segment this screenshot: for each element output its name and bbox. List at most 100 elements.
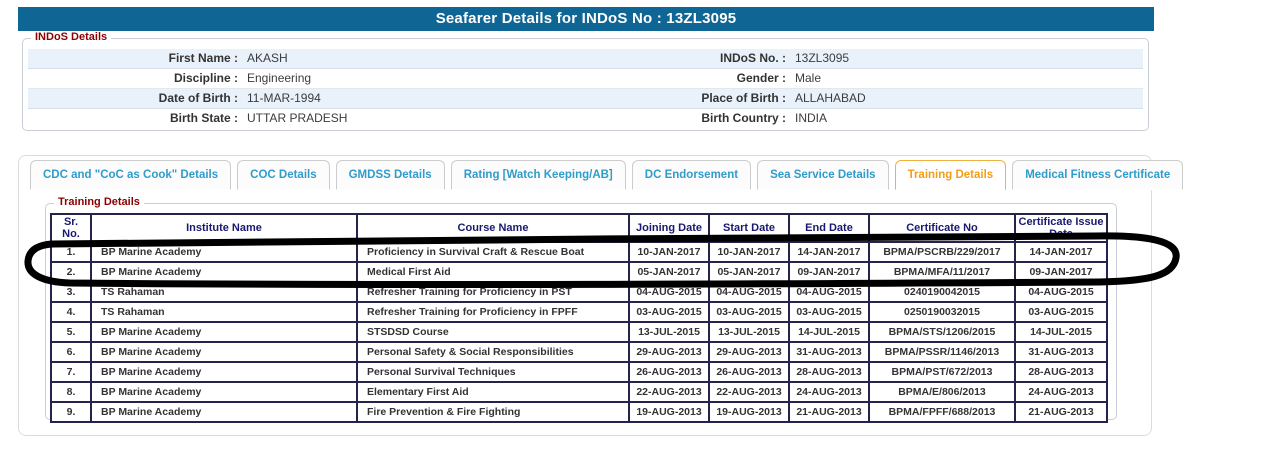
training-cell: 24-AUG-2013	[1014, 381, 1108, 403]
training-cell: Personal Survival Techniques	[356, 361, 630, 383]
training-cell: 09-JAN-2017	[1014, 261, 1108, 283]
training-cell: 7.	[50, 361, 92, 383]
training-cell: 29-AUG-2013	[628, 341, 710, 363]
training-cell: 05-JAN-2017	[708, 261, 790, 283]
training-row: 5. BP Marine Academy STSDSD Course 13-JUL-2…	[50, 321, 1108, 343]
training-cell: 28-AUG-2013	[788, 361, 870, 383]
training-cell: 04-AUG-2015	[708, 281, 790, 303]
training-cell: 8.	[50, 381, 92, 403]
col-certificate-issue-date: Certificate Issue Date	[1014, 213, 1108, 243]
page-title: Seafarer Details for INDoS No : 13ZL3095	[18, 7, 1154, 31]
training-cell: Medical First Aid	[356, 261, 630, 283]
training-cell: 28-AUG-2013	[1014, 361, 1108, 383]
training-cell: 9.	[50, 401, 92, 423]
training-cell: 10-JAN-2017	[628, 241, 710, 263]
training-cell: 26-AUG-2013	[628, 361, 710, 383]
birth-country-label: Birth Country :	[701, 111, 786, 125]
training-cell: 22-AUG-2013	[708, 381, 790, 403]
indos-row: Birth State : UTTAR PRADESH Birth Countr…	[28, 109, 1143, 129]
training-cell: 26-AUG-2013	[708, 361, 790, 383]
tab-medical-fitness-certificate[interactable]: Medical Fitness Certificate	[1012, 160, 1184, 190]
training-cell: 03-AUG-2015	[1014, 301, 1108, 323]
tab-cdc-coc-as-cook[interactable]: CDC and "CoC as Cook" Details	[30, 160, 232, 190]
training-cell: 1.	[50, 241, 92, 263]
training-cell: BP Marine Academy	[90, 241, 358, 263]
training-cell: 19-AUG-2013	[708, 401, 790, 423]
training-cell: 14-JUL-2015	[1014, 321, 1108, 343]
training-cell: Refresher Training for Proficiency in PS…	[356, 281, 630, 303]
training-cell: 03-AUG-2015	[628, 301, 710, 323]
first-name-value: AKASH	[247, 51, 288, 65]
training-cell: BP Marine Academy	[90, 361, 358, 383]
tab-rating-watch-keeping-ab[interactable]: Rating [Watch Keeping/AB]	[450, 160, 626, 190]
gender-value: Male	[795, 71, 822, 85]
indos-row: Discipline : Engineering Gender : Male	[28, 69, 1143, 89]
training-row: 3. TS Rahaman Refresher Training for Profi…	[50, 281, 1108, 303]
col-sr-no: Sr. No.	[50, 213, 92, 243]
training-row: 1. BP Marine Academy Proficiency in Surviv…	[50, 241, 1108, 263]
training-cell: BPMA/PSCRB/229/2017	[868, 241, 1016, 263]
tab-coc-details[interactable]: COC Details	[237, 160, 330, 190]
tab-sea-service-details[interactable]: Sea Service Details	[757, 160, 889, 190]
training-cell: 0250190032015	[868, 301, 1016, 323]
training-cell: BP Marine Academy	[90, 401, 358, 423]
date-of-birth-label: Date of Birth :	[158, 91, 238, 105]
training-header-row: Sr. No. Institute Name Course Name Joini…	[50, 213, 1108, 243]
indos-details-rows: First Name : AKASH INDoS No. : 13ZL3095 …	[28, 49, 1143, 129]
training-cell: BPMA/STS/1206/2015	[868, 321, 1016, 343]
training-cell: BP Marine Academy	[90, 321, 358, 343]
training-cell: Elementary First Aid	[356, 381, 630, 403]
training-cell: 22-AUG-2013	[628, 381, 710, 403]
training-cell: 5.	[50, 321, 92, 343]
birth-country-value: INDIA	[795, 111, 828, 125]
training-cell: BPMA/FPFF/688/2013	[868, 401, 1016, 423]
training-cell: 03-AUG-2015	[788, 301, 870, 323]
tab-dc-endorsement[interactable]: DC Endorsement	[631, 160, 752, 190]
birth-state-label: Birth State :	[169, 111, 238, 125]
training-details-legend: Training Details	[54, 196, 144, 208]
indos-details-legend: INDoS Details	[31, 31, 112, 43]
tab-gmdss-details[interactable]: GMDSS Details	[335, 160, 445, 190]
training-cell: 2.	[50, 261, 92, 283]
training-cell: BPMA/PSSR/1146/2013	[868, 341, 1016, 363]
training-row: 8. BP Marine Academy Elementary First Aid 2…	[50, 381, 1108, 403]
training-cell: Personal Safety & Social Responsibilitie…	[356, 341, 630, 363]
training-cell: 04-AUG-2015	[1014, 281, 1108, 303]
training-cell: 13-JUL-2015	[708, 321, 790, 343]
training-cell: 14-JUL-2015	[788, 321, 870, 343]
indos-details-section: INDoS Details First Name : AKASH INDoS N…	[22, 31, 1149, 131]
training-cell: BP Marine Academy	[90, 341, 358, 363]
date-of-birth-value: 11-MAR-1994	[247, 91, 321, 105]
tab-strip: CDC and "CoC as Cook" Details COC Detail…	[30, 160, 1184, 190]
training-cell: BPMA/MFA/11/2017	[868, 261, 1016, 283]
training-cell: 21-AUG-2013	[1014, 401, 1108, 423]
training-cell: 0240190042015	[868, 281, 1016, 303]
tab-training-details[interactable]: Training Details	[894, 160, 1007, 190]
indos-row: Date of Birth : 11-MAR-1994 Place of Bir…	[28, 89, 1143, 109]
indos-row: First Name : AKASH INDoS No. : 13ZL3095	[28, 49, 1143, 69]
indos-no-value: 13ZL3095	[795, 51, 850, 65]
training-cell: TS Rahaman	[90, 281, 358, 303]
training-cell: Refresher Training for Proficiency in FP…	[356, 301, 630, 323]
col-joining-date: Joining Date	[628, 213, 710, 243]
training-cell: 31-AUG-2013	[1014, 341, 1108, 363]
col-certificate-no: Certificate No	[868, 213, 1016, 243]
training-table-body: 1. BP Marine Academy Proficiency in Surviv…	[50, 241, 1108, 423]
training-cell: Proficiency in Survival Craft & Rescue B…	[356, 241, 630, 263]
training-cell: 4.	[50, 301, 92, 323]
place-of-birth-label: Place of Birth :	[701, 91, 786, 105]
indos-no-label: INDoS No. :	[720, 51, 786, 65]
training-cell: BPMA/E/806/2013	[868, 381, 1016, 403]
place-of-birth-value: ALLAHABAD	[795, 91, 866, 105]
discipline-value: Engineering	[247, 71, 312, 85]
training-cell: 6.	[50, 341, 92, 363]
training-cell: 03-AUG-2015	[708, 301, 790, 323]
training-cell: 24-AUG-2013	[788, 381, 870, 403]
col-end-date: End Date	[788, 213, 870, 243]
col-start-date: Start Date	[708, 213, 790, 243]
training-row: 4. TS Rahaman Refresher Training for Profi…	[50, 301, 1108, 323]
training-cell: 04-AUG-2015	[788, 281, 870, 303]
training-cell: Fire Prevention & Fire Fighting	[356, 401, 630, 423]
discipline-label: Discipline :	[173, 71, 238, 85]
